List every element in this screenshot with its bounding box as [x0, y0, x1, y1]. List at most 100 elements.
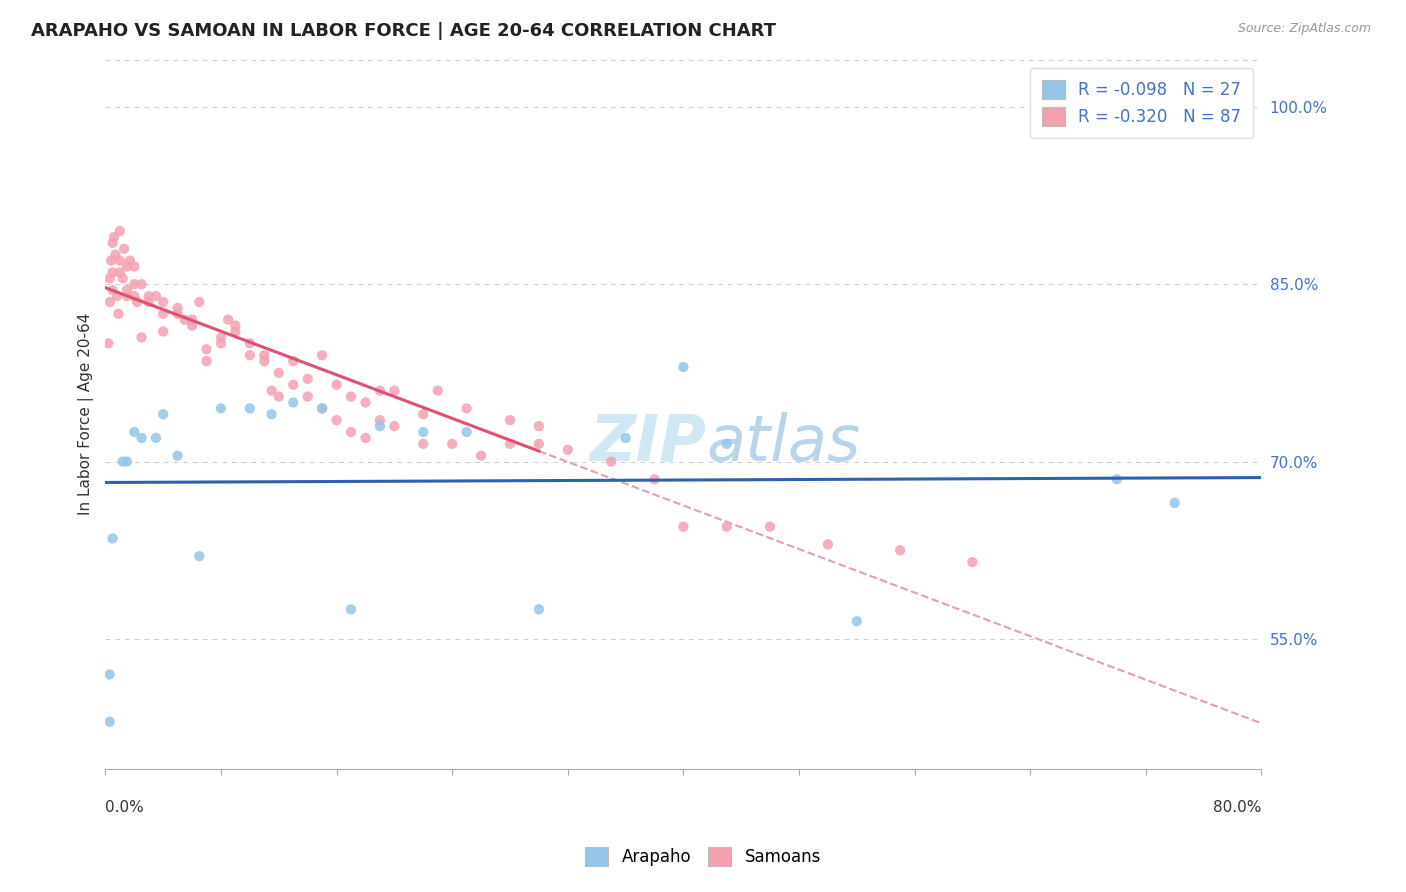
Point — [499, 437, 522, 451]
Point — [441, 437, 464, 451]
Point — [107, 307, 129, 321]
Point — [115, 260, 138, 274]
Point — [368, 384, 391, 398]
Point — [239, 348, 262, 362]
Point — [98, 271, 121, 285]
Point — [614, 431, 637, 445]
Text: ZIP: ZIP — [589, 412, 706, 474]
Point — [267, 366, 290, 380]
Point — [527, 419, 550, 434]
Point — [152, 295, 174, 310]
Point — [108, 253, 131, 268]
Point — [368, 413, 391, 427]
Text: Source: ZipAtlas.com: Source: ZipAtlas.com — [1237, 22, 1371, 36]
Point — [643, 472, 665, 486]
Point — [181, 312, 204, 326]
Point — [181, 318, 204, 333]
Point — [325, 413, 347, 427]
Point — [127, 295, 149, 310]
Point — [889, 543, 911, 558]
Text: atlas: atlas — [706, 412, 860, 474]
Point — [173, 312, 195, 326]
Point — [124, 289, 146, 303]
Point — [131, 330, 153, 344]
Point — [195, 354, 218, 368]
Point — [260, 407, 283, 421]
Point — [253, 348, 276, 362]
Point — [239, 336, 262, 351]
Point — [340, 390, 363, 404]
Point — [253, 354, 276, 368]
Point — [103, 230, 125, 244]
Point — [283, 354, 305, 368]
Point — [98, 714, 121, 729]
Point — [527, 437, 550, 451]
Point — [115, 454, 138, 468]
Text: ARAPAHO VS SAMOAN IN LABOR FORCE | AGE 20-64 CORRELATION CHART: ARAPAHO VS SAMOAN IN LABOR FORCE | AGE 2… — [31, 22, 776, 40]
Y-axis label: In Labor Force | Age 20-64: In Labor Force | Age 20-64 — [79, 313, 94, 516]
Point — [145, 431, 167, 445]
Point — [340, 602, 363, 616]
Point — [412, 437, 434, 451]
Point — [112, 242, 135, 256]
Point — [108, 224, 131, 238]
Point — [124, 277, 146, 292]
Point — [131, 277, 153, 292]
Point — [166, 307, 188, 321]
Point — [311, 401, 333, 416]
Point — [297, 372, 319, 386]
Point — [224, 318, 246, 333]
Point — [209, 330, 232, 344]
Point — [817, 537, 839, 551]
Point — [217, 312, 239, 326]
Legend: R = -0.098   N = 27, R = -0.320   N = 87: R = -0.098 N = 27, R = -0.320 N = 87 — [1031, 68, 1253, 138]
Point — [104, 248, 127, 262]
Point — [105, 289, 128, 303]
Point — [1105, 472, 1128, 486]
Point — [138, 295, 160, 310]
Point — [239, 401, 262, 416]
Point — [283, 377, 305, 392]
Point — [470, 449, 492, 463]
Point — [145, 289, 167, 303]
Point — [152, 325, 174, 339]
Point — [152, 407, 174, 421]
Point — [412, 425, 434, 439]
Point — [101, 235, 124, 250]
Point — [108, 265, 131, 279]
Point — [209, 401, 232, 416]
Point — [131, 431, 153, 445]
Point — [384, 419, 406, 434]
Point — [100, 253, 122, 268]
Point — [297, 390, 319, 404]
Point — [716, 437, 738, 451]
Point — [124, 260, 146, 274]
Point — [426, 384, 449, 398]
Point — [354, 395, 377, 409]
Point — [412, 407, 434, 421]
Point — [115, 289, 138, 303]
Point — [368, 419, 391, 434]
Point — [101, 265, 124, 279]
Legend: Arapaho, Samoans: Arapaho, Samoans — [578, 840, 828, 873]
Point — [98, 295, 121, 310]
Point — [260, 384, 283, 398]
Point — [98, 667, 121, 681]
Point — [115, 283, 138, 297]
Point — [188, 549, 211, 564]
Point — [209, 336, 232, 351]
Point — [124, 425, 146, 439]
Point — [845, 614, 868, 628]
Point — [759, 519, 782, 533]
Point — [672, 519, 695, 533]
Point — [97, 336, 120, 351]
Point — [354, 431, 377, 445]
Point — [152, 307, 174, 321]
Point — [101, 532, 124, 546]
Point — [384, 384, 406, 398]
Point — [499, 413, 522, 427]
Point — [600, 454, 623, 468]
Point — [111, 454, 134, 468]
Point — [111, 271, 134, 285]
Text: 0.0%: 0.0% — [105, 799, 145, 814]
